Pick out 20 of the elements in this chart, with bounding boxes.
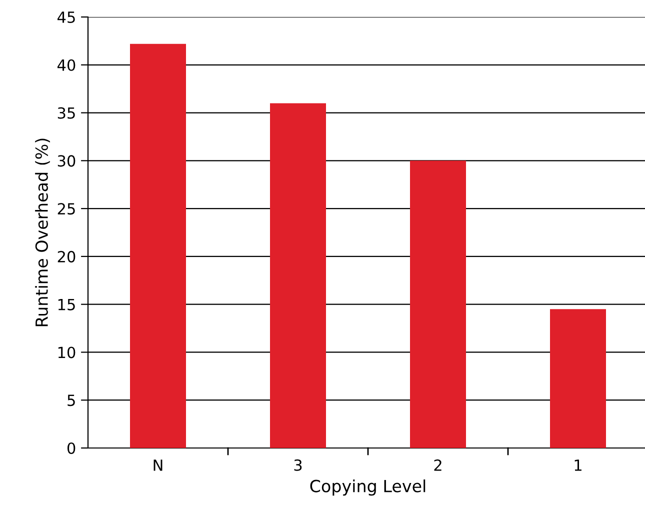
- bar: [130, 44, 186, 448]
- x-tick-label: 2: [434, 459, 442, 471]
- x-axis-title: Copying Level: [310, 479, 426, 496]
- y-tick-label: 30: [58, 155, 76, 167]
- x-tick-label: N: [154, 460, 162, 471]
- x-tick-label: 1: [574, 460, 582, 471]
- y-tick-label: 45: [58, 12, 75, 24]
- bar: [410, 160, 466, 448]
- y-tick-label: 20: [58, 250, 76, 262]
- y-tick-label: 40: [58, 59, 76, 71]
- y-tick-label: 10: [58, 346, 76, 358]
- y-tick-label: 35: [58, 107, 75, 119]
- y-tick-label: 5: [68, 394, 75, 406]
- y-axis-title: Runtime Overhead (%): [35, 138, 50, 326]
- bar: [270, 103, 326, 448]
- x-tick-label: 3: [294, 459, 302, 471]
- y-tick-label: 0: [67, 442, 76, 454]
- bar: [550, 309, 606, 448]
- y-tick-label: 25: [58, 203, 75, 215]
- y-tick-label: 15: [58, 299, 75, 310]
